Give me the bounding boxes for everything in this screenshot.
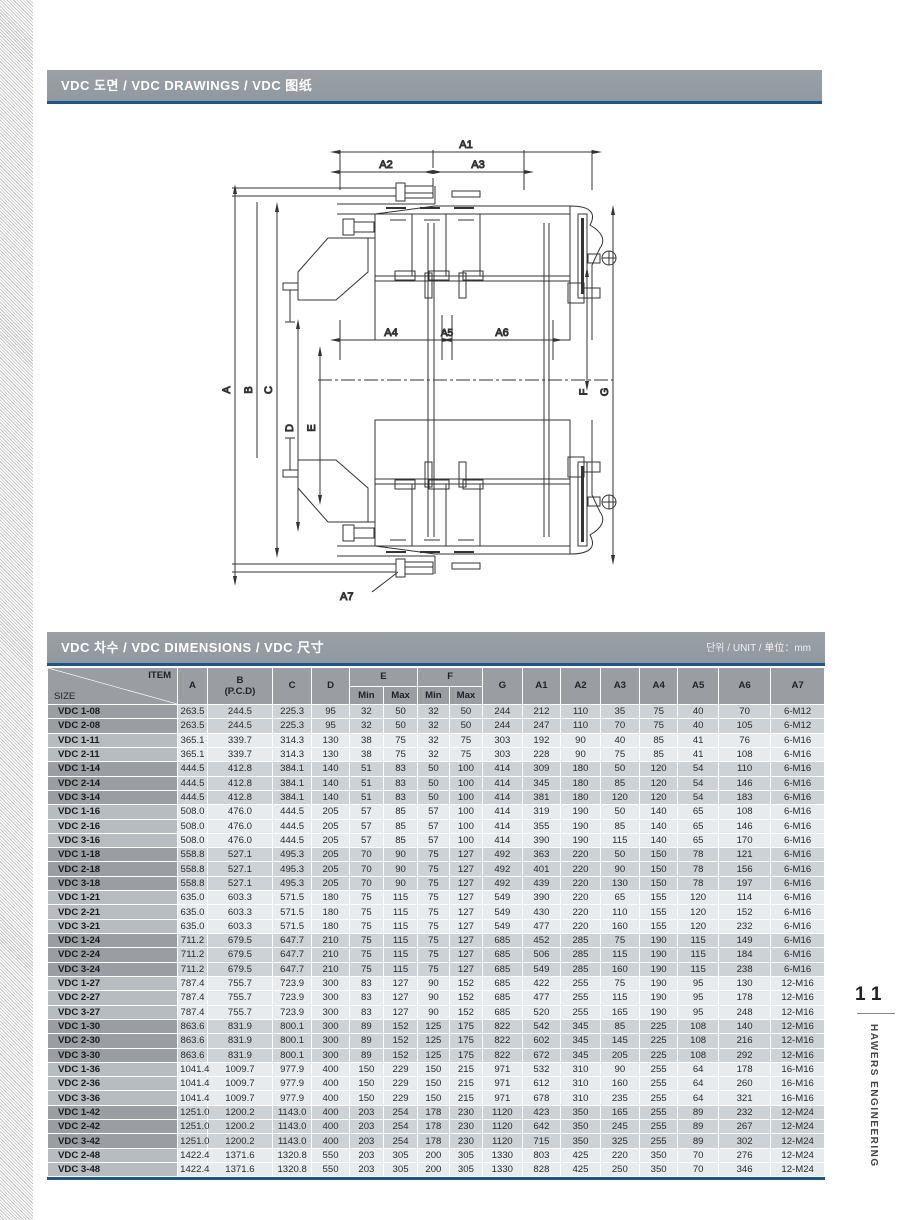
svg-text:A7: A7 xyxy=(340,591,353,603)
svg-text:E: E xyxy=(306,424,318,431)
svg-text:A2: A2 xyxy=(379,159,392,171)
svg-text:D: D xyxy=(284,424,296,432)
svg-text:F: F xyxy=(578,388,590,395)
svg-text:A5: A5 xyxy=(441,328,454,339)
svg-text:A4: A4 xyxy=(384,327,397,339)
svg-text:C: C xyxy=(263,386,275,394)
svg-text:G: G xyxy=(599,388,611,397)
svg-text:A3: A3 xyxy=(471,159,484,171)
svg-text:A6: A6 xyxy=(495,327,508,339)
svg-text:B: B xyxy=(243,386,255,393)
svg-text:A: A xyxy=(221,386,233,394)
svg-text:A1: A1 xyxy=(459,139,472,151)
